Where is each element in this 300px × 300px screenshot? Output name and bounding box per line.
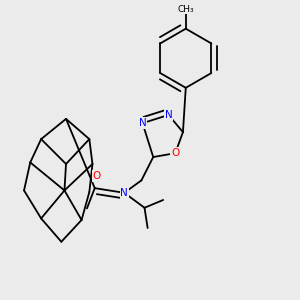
Text: O: O xyxy=(92,171,101,181)
Text: N: N xyxy=(139,118,146,128)
Text: CH₃: CH₃ xyxy=(178,4,194,14)
Text: O: O xyxy=(171,148,179,158)
Text: N: N xyxy=(165,110,172,120)
Text: N: N xyxy=(120,188,128,198)
